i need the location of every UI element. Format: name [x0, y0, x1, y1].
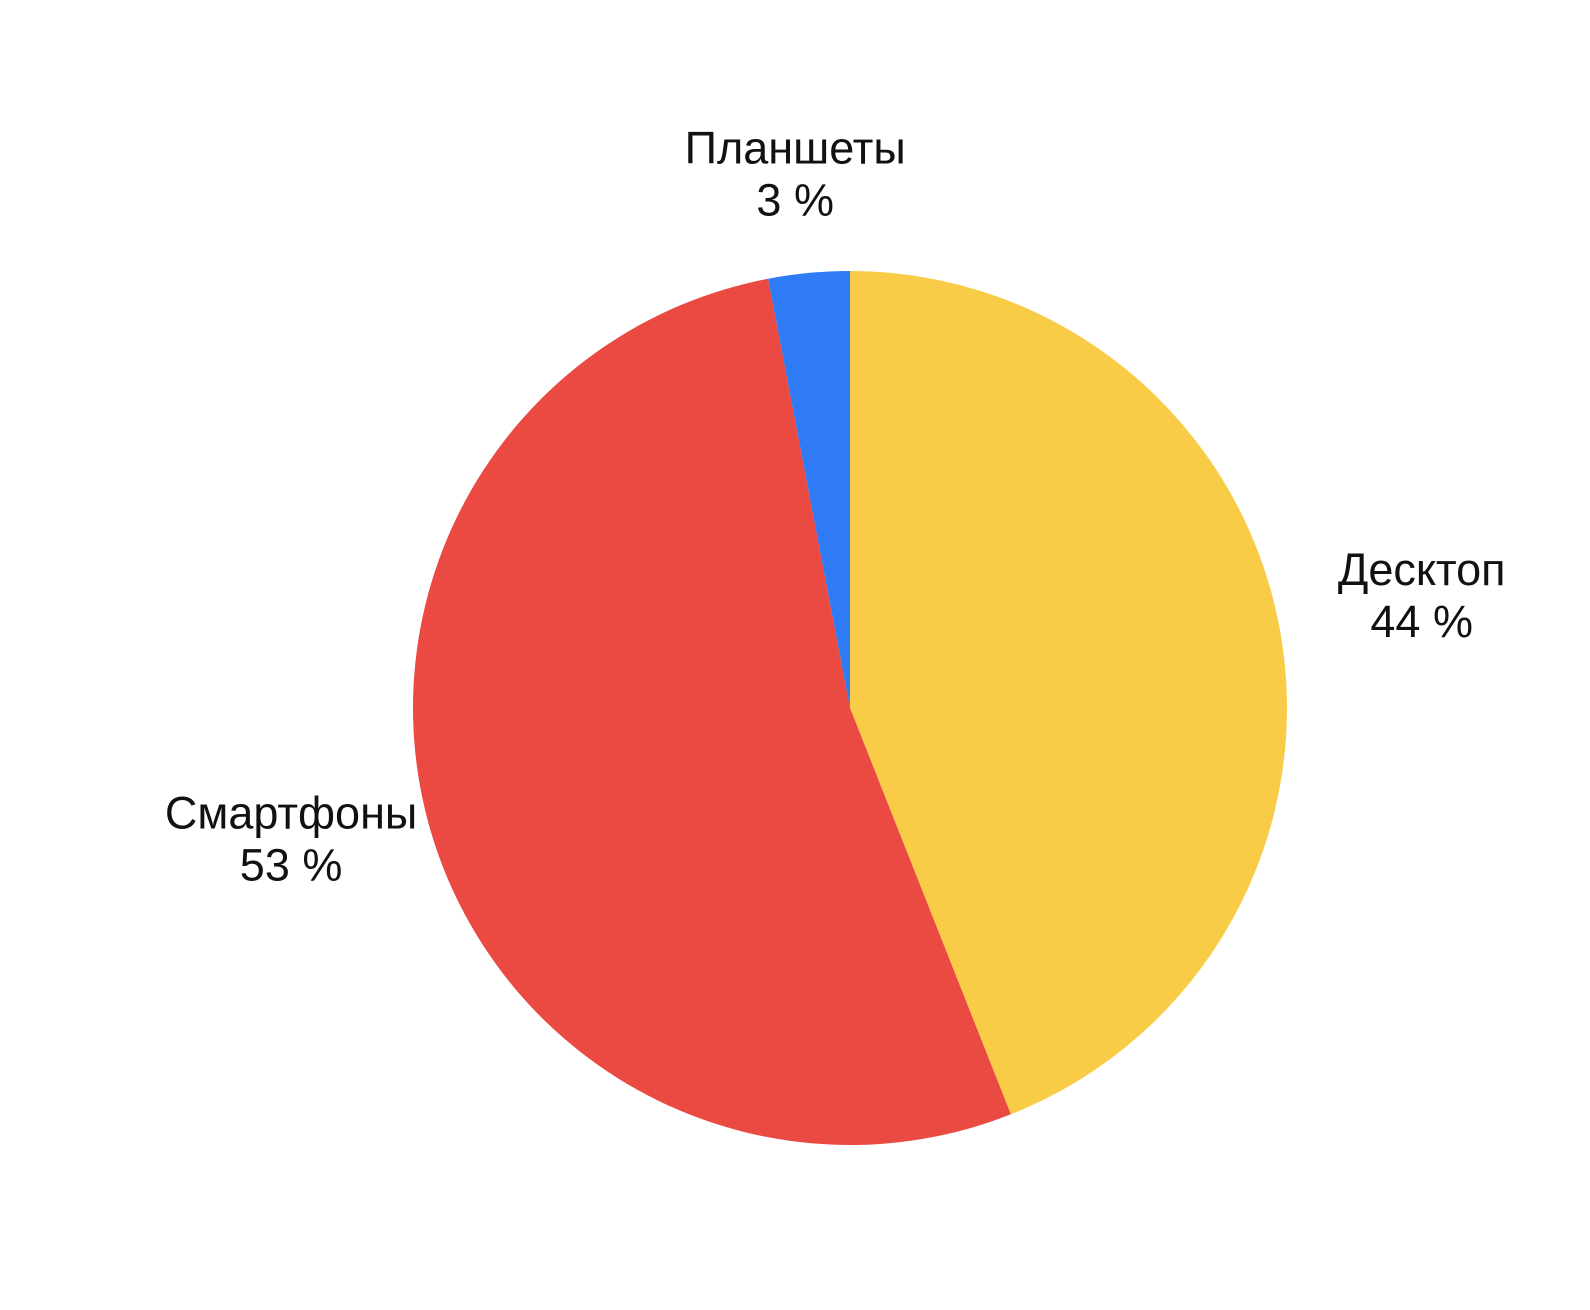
slice-label-3: Планшеты 3 %: [685, 122, 906, 225]
pie-labels: Десктоп 44 % Смартфоны 53 % Планшеты 3 %: [165, 122, 1506, 890]
slice-label-1: Десктоп 44 %: [1338, 544, 1506, 647]
slice-label-2: Смартфоны 53 %: [165, 788, 417, 891]
pie-slice-2: [412, 278, 1011, 1145]
pie-slice-3: [768, 271, 850, 708]
slice-name-3: Планшеты: [685, 122, 906, 173]
slice-value-3: 3 %: [756, 174, 834, 225]
pie-slices: [412, 271, 1287, 1145]
slice-value-1: 44 %: [1370, 596, 1473, 647]
pie-slice-1: [850, 271, 1287, 1115]
slice-value-2: 53 %: [240, 840, 343, 891]
slice-name-1: Десктоп: [1338, 544, 1506, 595]
slice-name-2: Смартфоны: [165, 788, 417, 839]
